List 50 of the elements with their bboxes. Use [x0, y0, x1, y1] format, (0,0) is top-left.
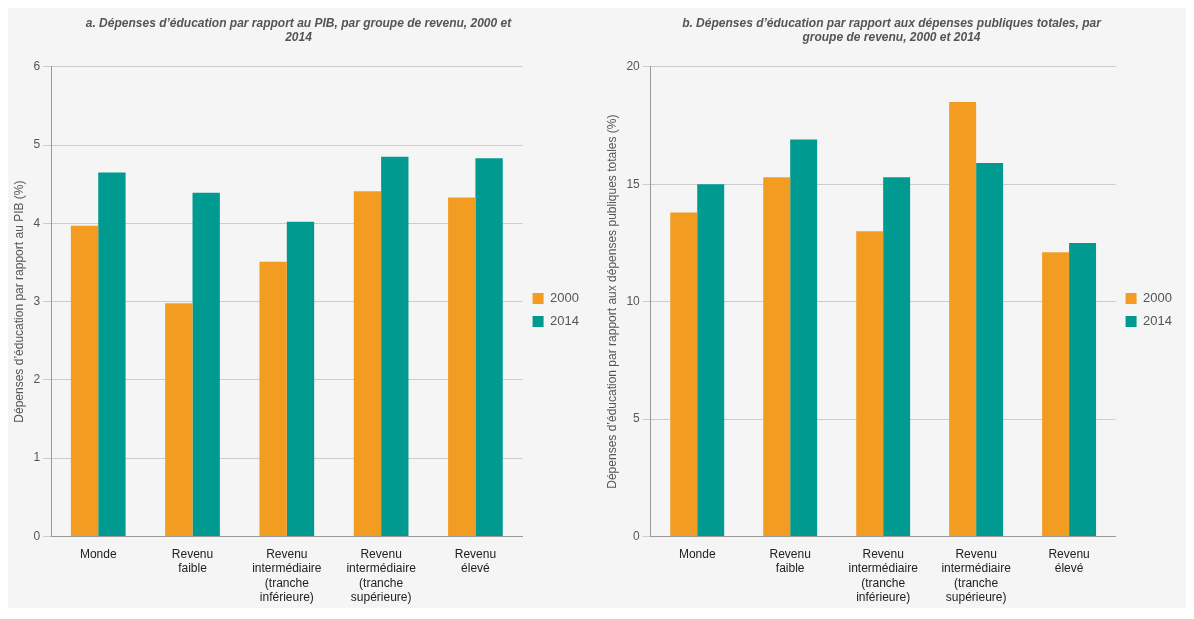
- y-tick-label: 5: [33, 137, 41, 152]
- bar: [670, 212, 698, 536]
- legend-label: 2000: [1143, 290, 1172, 306]
- bar: [381, 156, 409, 536]
- y-tick-label: 3: [33, 293, 41, 308]
- x-tick-label: Revenu faible: [171, 546, 214, 576]
- y-tick-label: 10: [626, 293, 641, 308]
- x-tick-label: Revenu élevé: [1048, 546, 1090, 576]
- y-tick-label: 2: [33, 372, 41, 387]
- x-tick-label: Revenu intermédiaire (tranche supérieure): [346, 546, 417, 605]
- x-tick-label: Revenu intermédiaire (tranche inférieure): [848, 546, 919, 605]
- bar: [448, 197, 476, 536]
- y-tick-label: 1: [33, 450, 41, 465]
- bar: [98, 172, 126, 536]
- bar: [165, 303, 193, 536]
- y-tick-label: 0: [633, 528, 641, 543]
- chart-title: a. Dépenses d’éducation par rapport au PIB, par groupe de revenu, 2000 et 2014: [85, 15, 513, 44]
- bar: [976, 163, 1004, 536]
- bar: [856, 231, 884, 536]
- bar: [286, 221, 315, 536]
- bar: [1042, 252, 1070, 536]
- bar: [1069, 242, 1097, 536]
- x-tick-label: Revenu intermédiaire (tranche inférieure): [252, 546, 322, 605]
- bar: [697, 184, 725, 536]
- y-tick-label: 6: [33, 59, 41, 74]
- y-tick-label: 4: [33, 215, 41, 230]
- chart-title: b. Dépenses d’éducation par rapport aux dépenses publiques totales, par groupe de revenu, 2000 et 2014: [682, 15, 1103, 44]
- bar: [883, 177, 911, 536]
- legend-label: 2000: [550, 290, 579, 306]
- bar: [790, 139, 818, 536]
- y-tick-label: 15: [626, 176, 641, 191]
- y-tick-label: 5: [633, 411, 641, 426]
- bar: [353, 191, 382, 536]
- x-tick-label: Revenu élevé: [454, 546, 497, 576]
- y-axis-title: Dépenses d’éducation par rapport aux dépenses publiques totales (%): [604, 114, 619, 489]
- bar: [70, 225, 99, 536]
- x-tick-label: Monde: [79, 546, 117, 561]
- y-axis-title: Dépenses d’éducation par rapport au PIB (%): [11, 180, 26, 423]
- y-tick-label: 20: [626, 59, 641, 74]
- bar: [763, 177, 791, 536]
- bar: [259, 261, 287, 536]
- y-tick-label: 0: [33, 528, 41, 543]
- legend-label: 2014: [550, 313, 579, 329]
- bar: [475, 158, 503, 536]
- x-tick-label: Revenu intermédiaire (tranche supérieure): [941, 546, 1012, 605]
- legend-label: 2014: [1143, 313, 1172, 329]
- bar: [192, 192, 220, 536]
- x-tick-label: Monde: [678, 546, 716, 561]
- bar: [949, 102, 977, 536]
- x-tick-label: Revenu faible: [769, 546, 811, 576]
